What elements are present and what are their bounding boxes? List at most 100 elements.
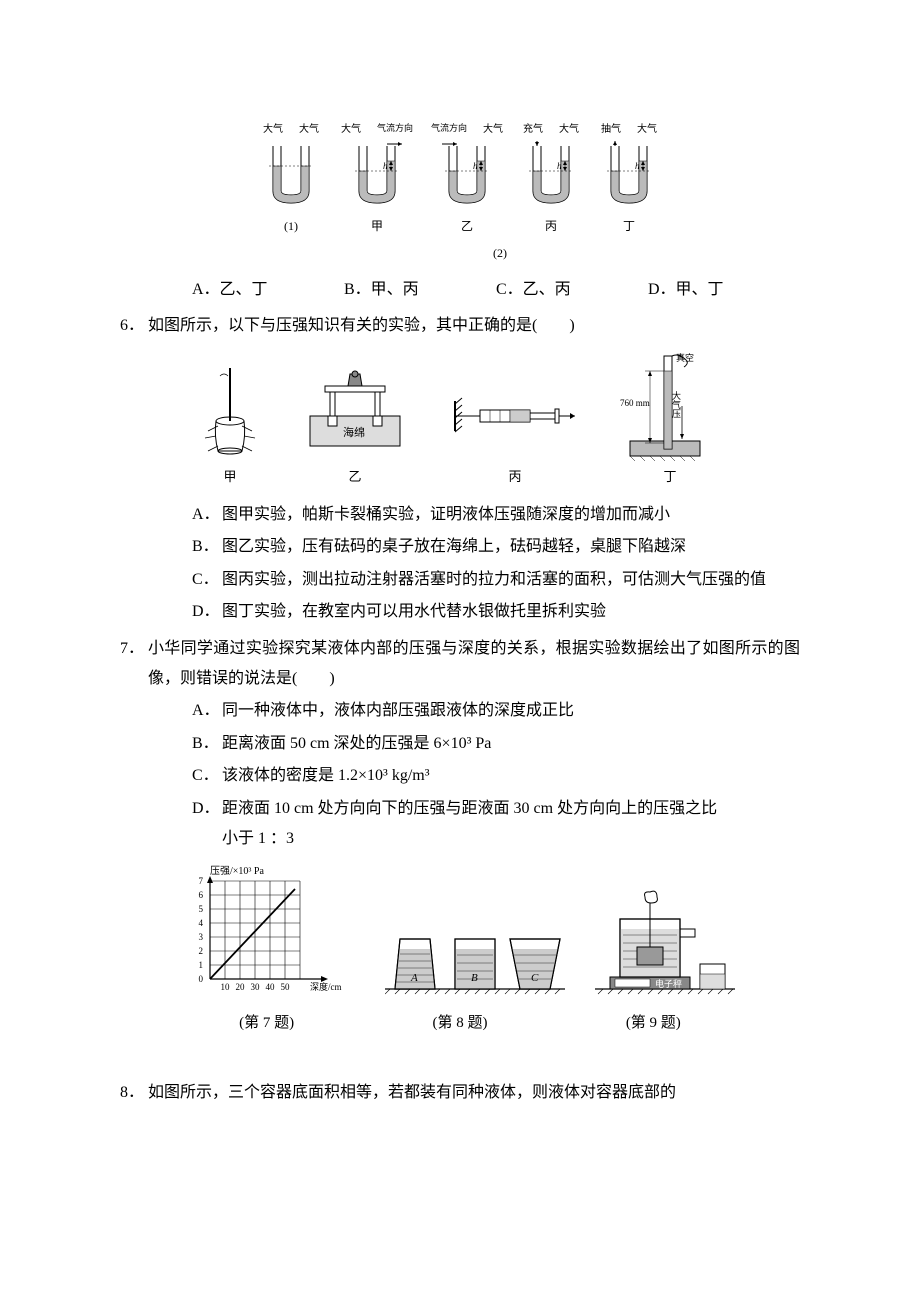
svg-text:3: 3 (199, 932, 204, 942)
label-atm-left: 大气 (263, 120, 283, 139)
q7-a-label: A． (192, 696, 222, 726)
utube-jia: 大气 气流方向 h 甲 (341, 120, 413, 238)
q7-num: 7． (120, 634, 148, 695)
group-label-1: (1) (284, 215, 298, 238)
utube-ding: 抽气 大气 h 丁 (599, 120, 659, 238)
utube-label-yi: 乙 (461, 215, 473, 238)
label-airflow: 气流方向 (431, 120, 467, 139)
q6-num: 6． (120, 311, 148, 341)
q7-options: A． 同一种液体中，液体内部压强跟液体的深度成正比 B． 距离液面 50 cm … (192, 696, 800, 854)
utube-svg-1 (261, 141, 321, 211)
svg-text:1: 1 (199, 960, 204, 970)
svg-text:20: 20 (236, 982, 246, 992)
q6-c-text: 图丙实验，测出拉动注射器活塞时的拉力和活塞的面积，可估测大气压强的值 (222, 565, 800, 595)
svg-text:40: 40 (266, 982, 276, 992)
svg-text:B: B (471, 972, 478, 984)
q9-figure: 电子秤 (595, 889, 735, 999)
q7-d-text: 距液面 10 cm 处方向向下的压强与距液面 30 cm 处方向向上的压强之比 (222, 794, 800, 824)
q6-figures: 甲 海绵 乙 (180, 351, 740, 490)
caption-7: (第 7 题) (187, 1009, 347, 1038)
q6-fig-label-jia: 甲 (223, 465, 236, 490)
torricelli-icon: 真空 760 mm 大气压 (620, 351, 720, 461)
q7-c-text: 该液体的密度是 1.2×10³ kg/m³ (222, 761, 800, 791)
q5-options: A．乙、丁 B．甲、丙 C．乙、丙 D．甲、丁 (192, 275, 800, 305)
atm-label: 大气压 (671, 390, 681, 419)
height-label: 760 mm (620, 398, 650, 408)
captions: (第 7 题) (第 8 题) (第 9 题) (170, 1009, 750, 1038)
pascal-barrel-icon (200, 366, 260, 461)
utube-group-1: 大气 大气 (1) (261, 120, 321, 265)
utube-figure-row: 大气 大气 (1) 大气 气流方向 (120, 120, 800, 265)
label-inflate: 充气 (523, 120, 543, 139)
q7-b-text: 距离液面 50 cm 深处的压强是 6×10³ Pa (222, 729, 800, 759)
svg-text:h: h (635, 161, 640, 171)
q6-fig-jia: 甲 (200, 366, 260, 490)
q8-text: 如图所示，三个容器底面积相等，若都装有同种液体，则液体对容器底部的 (148, 1078, 800, 1108)
q8-figure: A B C (385, 919, 565, 999)
svg-text:h: h (557, 161, 562, 171)
q7-a-text: 同一种液体中，液体内部压强跟液体的深度成正比 (222, 696, 800, 726)
pressure-depth-chart: 压强/×10³ Pa 0 1 2 3 4 5 (185, 864, 355, 999)
utube-yi: 气流方向 大气 h 乙 (431, 120, 503, 238)
q6-fig-yi: 海绵 乙 (300, 366, 410, 490)
q7-b-label: B． (192, 729, 222, 759)
utube-1: 大气 大气 (261, 120, 321, 211)
svg-text:h: h (383, 161, 388, 171)
three-vessels-icon: A B C (385, 919, 565, 999)
caption-9: (第 9 题) (573, 1009, 733, 1038)
q6-text: 如图所示，以下与压强知识有关的实验，其中正确的是( ) (148, 311, 800, 341)
q6-a-text: 图甲实验，帕斯卡裂桶实验，证明液体压强随深度的增加而减小 (222, 500, 800, 530)
scale-beaker-icon: 电子秤 (595, 889, 735, 999)
label-atm: 大气 (483, 120, 503, 139)
q6-b-text: 图乙实验，压有砝码的桌子放在海绵上，砝码越轻，桌腿下陷越深 (222, 532, 800, 562)
q7-c-label: C． (192, 761, 222, 791)
svg-text:h: h (473, 161, 478, 171)
label-airflow: 气流方向 (377, 120, 413, 139)
svg-text:A: A (410, 972, 418, 984)
svg-text:6: 6 (199, 890, 204, 900)
q7-d-text2: 小于 1 ：3 (222, 824, 800, 854)
q6-d-label: D． (192, 597, 222, 627)
scale-label: 电子秤 (655, 978, 682, 989)
utube-label-bing: 丙 (545, 215, 557, 238)
q6-fig-bing: 丙 (450, 366, 580, 490)
chart-xlabel: 深度/cm (310, 981, 342, 992)
q6-options: A． 图甲实验，帕斯卡裂桶实验，证明液体压强随深度的增加而减小 B． 图乙实验，… (192, 500, 800, 628)
q6-b-label: B． (192, 532, 222, 562)
utube-group-2: 大气 气流方向 h 甲 (341, 120, 659, 265)
syringe-icon (450, 366, 580, 461)
caption-8: (第 8 题) (380, 1009, 540, 1038)
svg-text:7: 7 (199, 876, 204, 886)
chart-ylabel: 压强/×10³ Pa (210, 865, 264, 877)
svg-text:30: 30 (251, 982, 261, 992)
group-label-2: (2) (493, 242, 507, 265)
q6-c-label: C． (192, 565, 222, 595)
q6: 6． 如图所示，以下与压强知识有关的实验，其中正确的是( ) (120, 311, 800, 341)
svg-text:5: 5 (199, 904, 204, 914)
label-atm: 大气 (341, 120, 361, 139)
q8: 8． 如图所示，三个容器底面积相等，若都装有同种液体，则液体对容器底部的 (120, 1078, 800, 1108)
q7-chart: 压强/×10³ Pa 0 1 2 3 4 5 (185, 864, 355, 999)
label-atm: 大气 (559, 120, 579, 139)
q5-option-d: D．甲、丁 (648, 275, 800, 305)
q6-d-text: 图丁实验，在教室内可以用水代替水银做托里拆利实验 (222, 597, 800, 627)
q8-num: 8． (120, 1078, 148, 1108)
utube-label-ding: 丁 (623, 215, 635, 238)
q6-fig-ding: 真空 760 mm 大气压 丁 (620, 351, 720, 490)
svg-text:50: 50 (281, 982, 291, 992)
q6-fig-label-bing: 丙 (508, 465, 521, 490)
table-sponge-icon: 海绵 (300, 366, 410, 461)
q789-figures: 压强/×10³ Pa 0 1 2 3 4 5 (170, 864, 750, 999)
utube-svg-ding: h (599, 141, 659, 211)
q7: 7． 小华同学通过实验探究某液体内部的压强与深度的关系，根据实验数据绘出了如图所… (120, 634, 800, 695)
sponge-label: 海绵 (343, 425, 365, 439)
svg-text:0: 0 (199, 974, 204, 984)
utube-svg-bing: h (521, 141, 581, 211)
q5-option-c: C．乙、丙 (496, 275, 648, 305)
q7-text: 小华同学通过实验探究某液体内部的压强与深度的关系，根据实验数据绘出了如图所示的图… (148, 634, 800, 695)
label-deflate: 抽气 (601, 120, 621, 139)
q6-fig-label-ding: 丁 (663, 465, 676, 490)
svg-text:4: 4 (199, 918, 204, 928)
q6-fig-label-yi: 乙 (348, 465, 361, 490)
svg-text:10: 10 (221, 982, 231, 992)
